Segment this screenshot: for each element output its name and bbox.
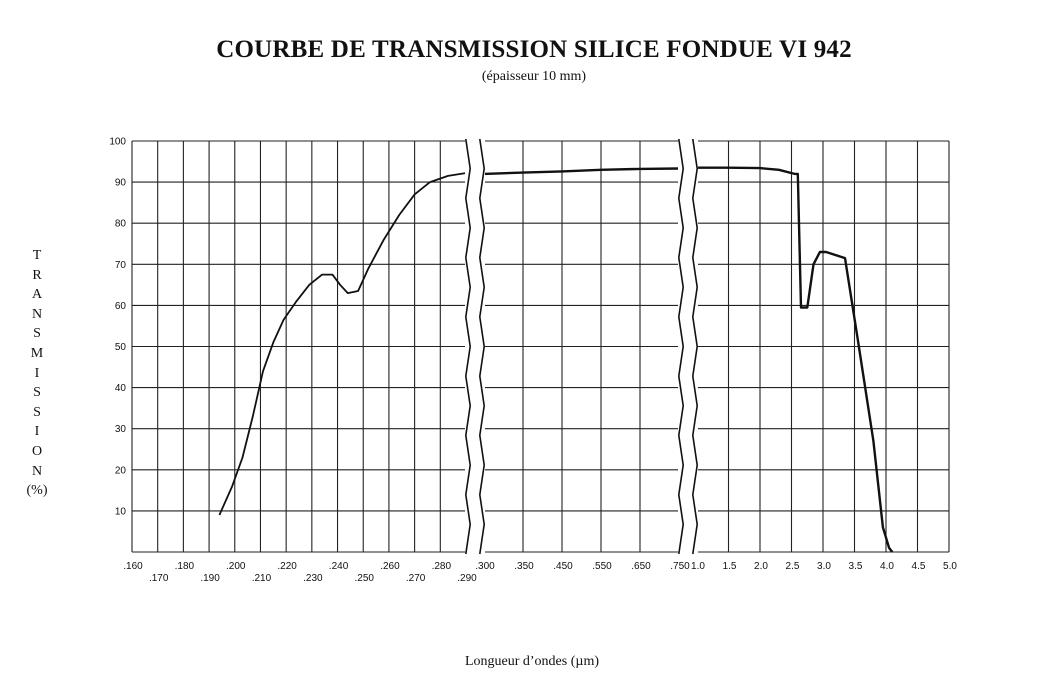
x-tick-label: .270 [406,573,426,584]
x-tick-label: .250 [354,573,374,584]
y-tick-label: 60 [115,301,127,312]
x-tick-label: .160 [123,561,143,572]
x-tick-labels: .160 .170 .180 .190 .200 .210 .220 .230 .240 .250… [123,561,957,584]
x-tick-label: .750 [670,561,690,572]
x-tick-label: .240 [329,561,349,572]
x-tick-label: .450 [553,561,573,572]
y-axis-label-letter: M [30,345,44,361]
y-axis-label-letter: N [31,306,43,322]
y-tick-label: 80 [115,219,127,230]
y-tick-label: 10 [115,506,127,517]
x-tick-label: .230 [303,573,323,584]
y-axis-label-letter: S [33,404,41,420]
axis-break-gap [678,137,698,556]
x-tick-label: .180 [175,561,195,572]
x-tick-label: .260 [380,561,400,572]
axis-break-gap [465,137,485,556]
y-tick-label: 100 [109,137,126,148]
y-tick-label: 70 [115,260,127,271]
y-axis-label-letter: N [31,463,43,479]
axis-break-line [691,138,699,555]
x-tick-label: 1.0 [691,561,705,572]
x-tick-label: .190 [200,573,220,584]
y-axis-label-letter: O [31,443,43,459]
axis-break-line [677,138,685,555]
x-tick-label: .220 [277,561,297,572]
axis-break-line [478,138,486,555]
x-axis-label: Longueur d’ondes (µm) [464,654,600,669]
x-tick-label: .210 [252,573,272,584]
chart-title: COURBE DE TRANSMISSION SILICE FONDUE VI … [216,36,852,63]
x-tick-label: .350 [514,561,534,572]
y-tick-label: 30 [115,424,127,435]
x-tick-label: 4.5 [912,561,926,572]
x-tick-label: 2.0 [754,561,768,572]
chart-series [218,166,894,553]
transmission-curve-segment [697,166,894,553]
x-tick-label: 1.5 [723,561,737,572]
y-tick-labels: 100 90 80 70 60 50 40 30 20 10 [109,137,126,518]
x-tick-label: 4.0 [880,561,894,572]
y-axis-label-letter: S [33,385,41,401]
x-tick-label: .290 [457,573,477,584]
axis-breaks [464,137,699,556]
y-axis-label-letter: I [34,424,40,440]
y-axis-unit: (%) [26,483,48,499]
x-tick-label: 5.0 [943,561,957,572]
y-tick-label: 50 [115,342,127,353]
x-tick-label: .550 [592,561,612,572]
y-axis-label-letter: A [31,287,43,303]
y-axis-label-letter: R [32,267,42,283]
axis-break-line [464,138,472,555]
y-axis-label-letter: S [33,326,41,342]
x-tick-label: .280 [432,561,452,572]
x-tick-label: 2.5 [786,561,800,572]
y-tick-label: 20 [115,465,127,476]
x-tick-label: .200 [226,561,246,572]
x-tick-label: 3.0 [817,561,831,572]
transmission-curve-segment [483,167,680,176]
chart-subtitle: (épaisseur 10 mm) [481,69,587,84]
x-tick-label: .170 [149,573,169,584]
y-axis-label-letter: I [34,365,40,381]
y-tick-label: 40 [115,383,127,394]
x-tick-label: 3.5 [849,561,863,572]
x-tick-label: .650 [631,561,651,572]
x-tick-label: .300 [475,561,495,572]
chart-grid [131,140,950,553]
transmission-curve-segment [218,171,469,516]
y-tick-label: 90 [115,178,127,189]
y-axis-label-letter: T [32,248,42,263]
